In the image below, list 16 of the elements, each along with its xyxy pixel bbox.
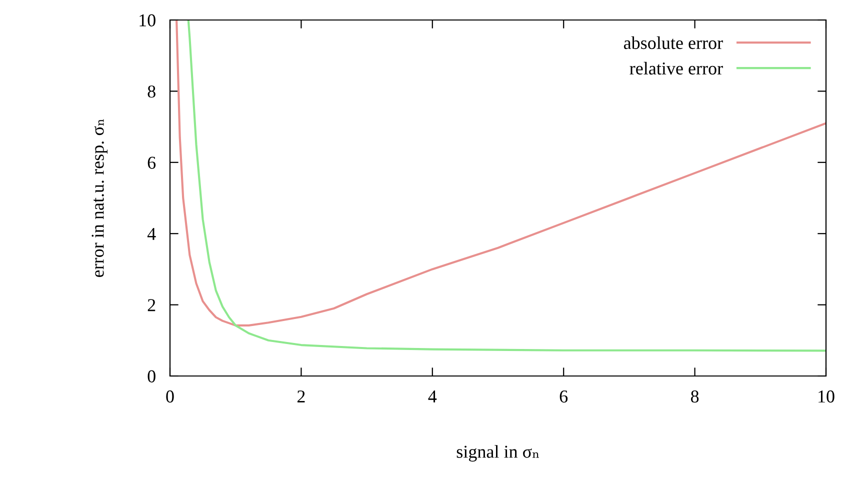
x-tick-label: 6 [560,390,568,403]
y-tick-label: 10 [140,14,156,26]
x-axis-title: signal in σₙ [456,445,539,462]
x-tick-label: 0 [166,390,174,403]
y-tick-label: 4 [147,228,156,240]
y-tick-label: 8 [148,85,156,98]
y-tick-label: 0 [148,370,156,382]
y-tick-label: 6 [148,156,156,169]
legend-label: absolute error [624,36,723,50]
x-tick-label: 4 [428,390,437,402]
y-axis-title: error in nat.u. resp. σₙ [92,119,108,278]
y-tick-label: 2 [148,299,156,312]
x-tick-label: 10 [818,390,834,403]
legend-label: relative error [630,62,723,75]
x-tick-label: 8 [690,390,699,403]
x-tick-label: 2 [297,390,305,402]
